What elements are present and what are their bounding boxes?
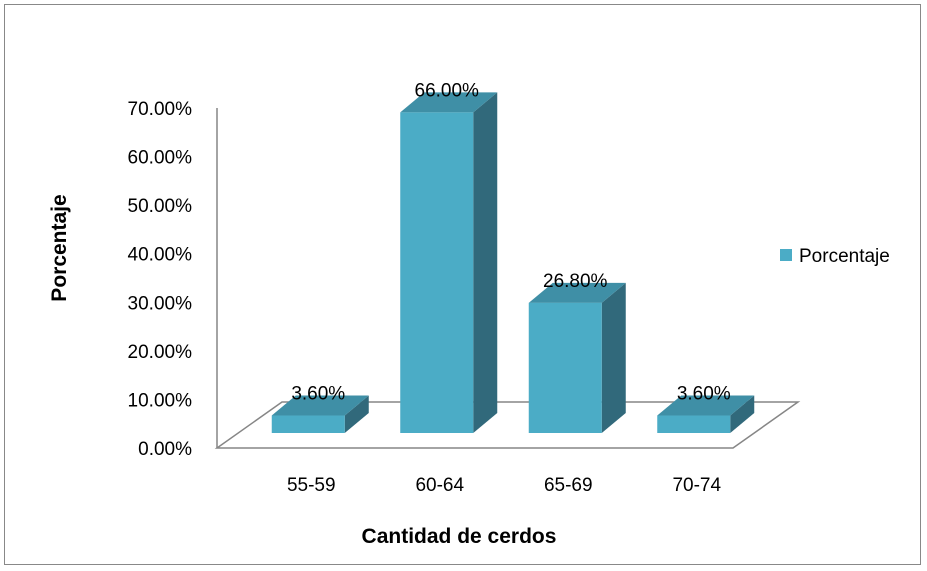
bar-70-74 [657, 395, 755, 433]
x-tick-label: 60-64 [415, 475, 464, 496]
y-tick-label: 40.00% [128, 245, 193, 266]
y-tick-label: 70.00% [128, 99, 193, 120]
bar-side [730, 395, 755, 433]
legend-label: Porcentaje [799, 246, 890, 267]
x-tick-label: 70-74 [672, 475, 721, 496]
bar-65-69 [528, 282, 626, 433]
bar-top [271, 395, 369, 416]
bar-side [344, 395, 369, 433]
bar-side [473, 92, 498, 433]
x-axis-ticks: 55-59 60-64 65-69 70-74 [287, 475, 722, 496]
x-axis-title: Cantidad de cerdos [362, 525, 557, 548]
x-tick-label: 55-59 [287, 475, 336, 496]
floor-plane [214, 401, 801, 449]
y-tick-label: 0.00% [138, 439, 192, 460]
bar-side [601, 282, 626, 433]
data-labels: 3.60% 66.00% 26.80% 3.60% [291, 80, 730, 404]
bar-60-64 [400, 92, 498, 433]
bars [271, 92, 755, 433]
legend-swatch [780, 249, 792, 261]
y-tick-label: 10.00% [128, 390, 193, 411]
bar-top [528, 282, 626, 303]
bar-55-59 [271, 395, 369, 433]
legend: Porcentaje [780, 246, 890, 267]
y-tick-label: 60.00% [128, 148, 193, 169]
bar-front [528, 302, 602, 433]
y-tick-label: 50.00% [128, 196, 193, 217]
y-tick-label: 20.00% [128, 342, 193, 363]
y-axis-title: Porcentaje [48, 194, 71, 301]
data-label: 3.60% [291, 384, 345, 405]
y-tick-label: 30.00% [128, 293, 193, 314]
data-label: 3.60% [677, 384, 731, 405]
bar-top [657, 395, 755, 416]
bar-front [400, 112, 474, 433]
chart-floor [214, 108, 801, 449]
x-tick-label: 65-69 [544, 475, 593, 496]
bar-front [657, 415, 731, 433]
data-label: 26.80% [543, 271, 608, 292]
y-axis-ticks: 0.00% 10.00% 20.00% 30.00% 40.00% 50.00% 60.00… [128, 99, 193, 460]
bar-top [400, 92, 498, 113]
data-label: 66.00% [415, 80, 480, 101]
bar-front [271, 415, 345, 433]
